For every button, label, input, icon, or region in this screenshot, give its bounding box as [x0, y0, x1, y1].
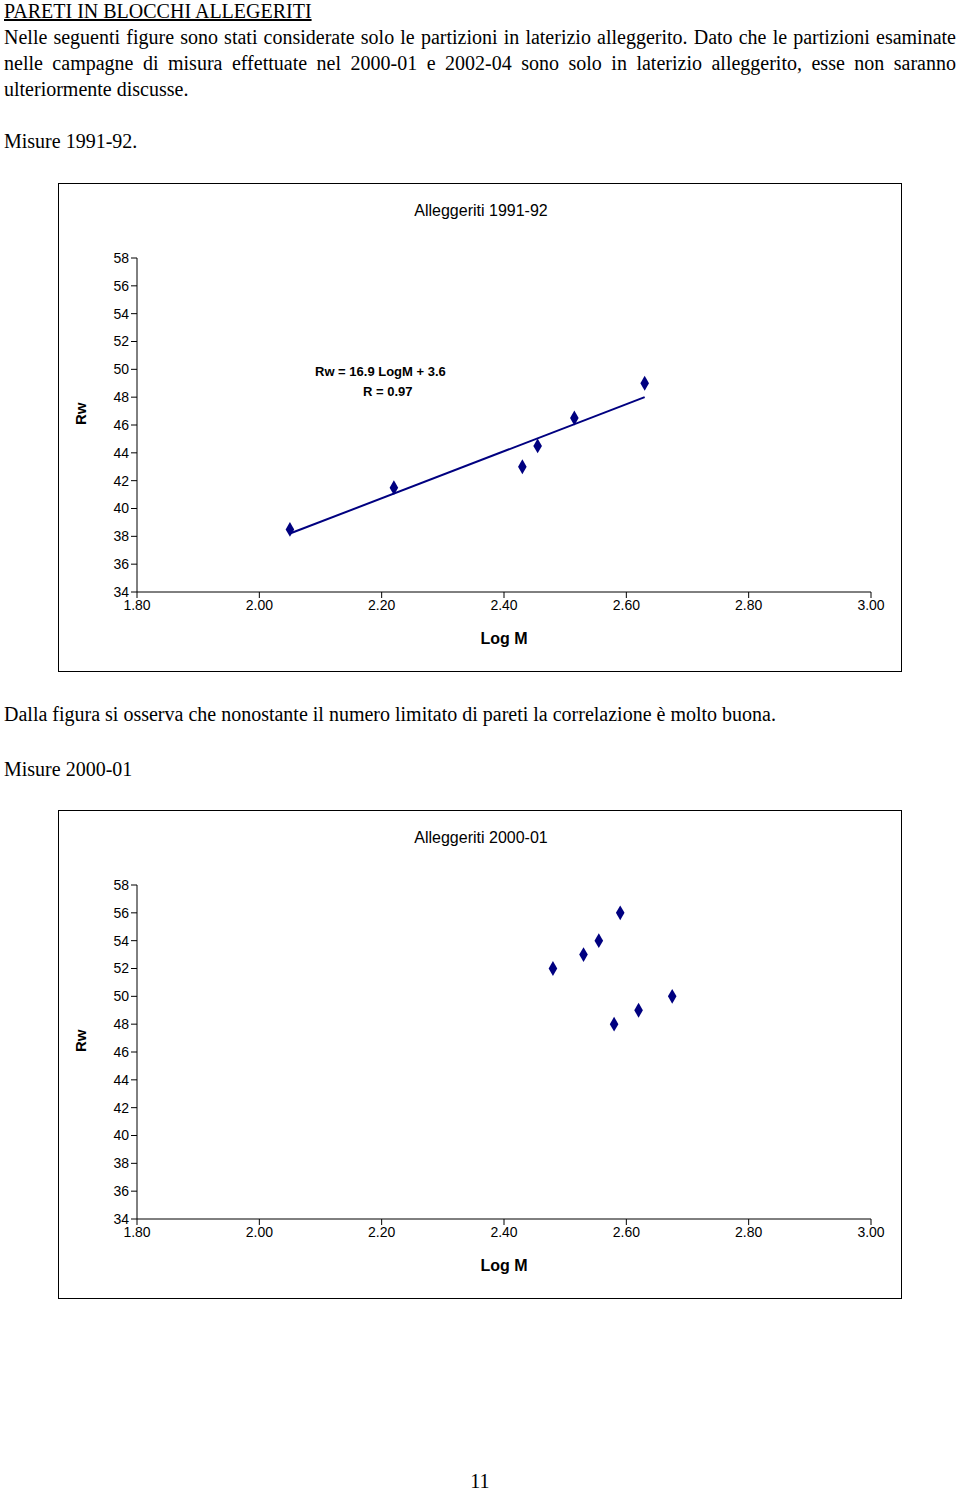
svg-text:48: 48 — [113, 1016, 129, 1032]
svg-text:1.80: 1.80 — [123, 596, 151, 613]
svg-text:40: 40 — [113, 1127, 129, 1143]
svg-text:Rw: Rw — [72, 402, 89, 425]
svg-text:Rw: Rw — [72, 1029, 89, 1052]
html-text:R = 0.97: R = 0.97 — [363, 384, 413, 399]
html-text:11: 11 — [470, 1470, 490, 1492]
svg-text:56: 56 — [113, 278, 129, 294]
html-text:Misure 1991-92.: Misure 1991-92. — [4, 130, 138, 152]
html-text:Misure 2000-01: Misure 2000-01 — [4, 758, 133, 780]
html-text:Alleggeriti 1991-92: Alleggeriti 1991-92 — [414, 202, 548, 219]
svg-text:56: 56 — [113, 905, 129, 921]
svg-text:44: 44 — [113, 445, 129, 461]
svg-text:2.60: 2.60 — [613, 597, 640, 613]
svg-text:38: 38 — [113, 528, 129, 544]
html-text:Dalla figura si osserva che no: Dalla figura si osserva che nonostante i… — [4, 703, 776, 725]
svg-text:46: 46 — [113, 417, 129, 433]
svg-text:54: 54 — [113, 306, 129, 322]
svg-text:36: 36 — [113, 556, 129, 572]
svg-text:2.80: 2.80 — [735, 597, 762, 613]
svg-text:58: 58 — [113, 250, 129, 266]
svg-text:2.20: 2.20 — [368, 1224, 395, 1240]
svg-text:50: 50 — [113, 988, 129, 1004]
svg-text:2.00: 2.00 — [246, 597, 273, 613]
svg-text:3.00: 3.00 — [857, 1224, 884, 1240]
html-text:Alleggeriti 2000-01: Alleggeriti 2000-01 — [414, 829, 548, 846]
svg-text:2.20: 2.20 — [368, 597, 395, 613]
svg-text:Log M: Log M — [480, 1257, 527, 1274]
svg-text:2.80: 2.80 — [735, 1224, 762, 1240]
svg-text:38: 38 — [113, 1155, 129, 1171]
svg-text:44: 44 — [113, 1072, 129, 1088]
svg-text:54: 54 — [113, 933, 129, 949]
svg-text:36: 36 — [113, 1183, 129, 1199]
svg-text:2.60: 2.60 — [613, 1224, 640, 1240]
svg-text:48: 48 — [113, 389, 129, 405]
html-text:Rw = 16.9 LogM + 3.6: Rw = 16.9 LogM + 3.6 — [315, 364, 446, 379]
svg-text:52: 52 — [113, 333, 129, 349]
svg-text:50: 50 — [113, 361, 129, 377]
svg-text:46: 46 — [113, 1044, 129, 1060]
svg-text:3.00: 3.00 — [857, 597, 884, 613]
svg-text:2.00: 2.00 — [246, 1224, 273, 1240]
html-text:Nelle seguenti figure sono sta: Nelle seguenti figure sono stati conside… — [4, 26, 956, 100]
svg-text:40: 40 — [113, 500, 129, 516]
html-text:PARETI IN BLOCCHI ALLEGERITI: PARETI IN BLOCCHI ALLEGERITI — [4, 0, 312, 22]
svg-text:2.40: 2.40 — [490, 1224, 517, 1240]
svg-text:42: 42 — [113, 1100, 129, 1116]
svg-text:2.40: 2.40 — [490, 597, 517, 613]
svg-text:58: 58 — [113, 877, 129, 893]
svg-text:Log M: Log M — [480, 630, 527, 647]
svg-text:1.80: 1.80 — [123, 1223, 151, 1240]
svg-text:34: 34 — [113, 1211, 129, 1227]
svg-text:34: 34 — [113, 584, 129, 600]
svg-text:42: 42 — [113, 473, 129, 489]
svg-text:52: 52 — [113, 960, 129, 976]
